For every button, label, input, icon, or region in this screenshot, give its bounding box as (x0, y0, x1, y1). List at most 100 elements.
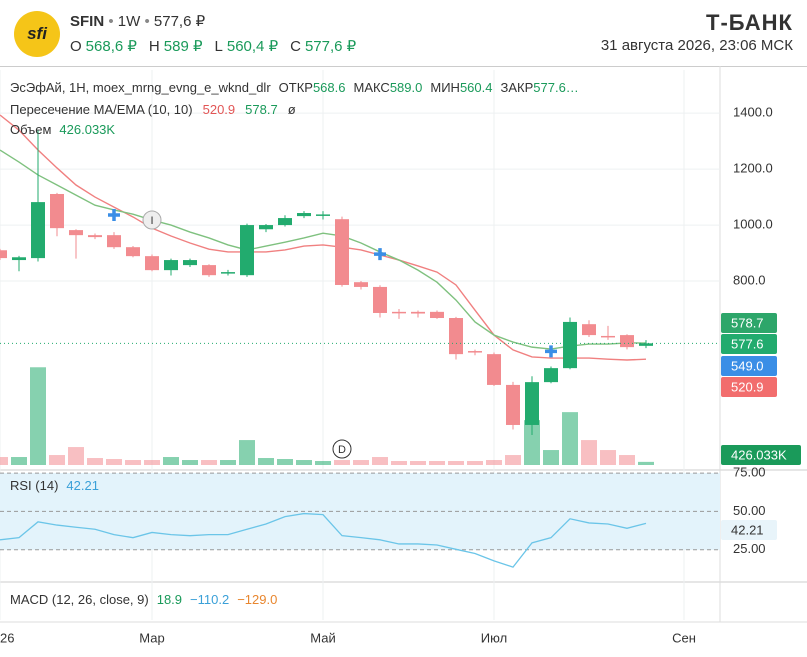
x-tick-label: Май (310, 630, 335, 645)
candle-body (601, 335, 615, 338)
volume-bar (638, 461, 654, 465)
candle-body (145, 256, 159, 271)
legend-item: МАКС (354, 80, 390, 95)
legend-item: Пересечение MA/EMA (10, 10) (10, 102, 193, 117)
candle-body (31, 202, 45, 259)
legend-row: MACD (12, 26, close, 9) 18.9 −110.2 −129.0 (10, 592, 277, 607)
volume-bar (372, 457, 388, 465)
volume-bar (619, 455, 635, 465)
ema-value-box (721, 377, 777, 397)
signal-value: 549.0 (731, 358, 764, 373)
y-tick-label: 800.0 (733, 272, 766, 287)
legend-item: 426.033K (59, 122, 115, 137)
event-marker (332, 439, 352, 459)
candle-body (316, 214, 330, 216)
candle-body (164, 260, 178, 271)
ohlc-value: 589 ₽ (163, 38, 203, 55)
volume-bar (239, 440, 255, 465)
ma-value: 578.7 (731, 315, 764, 330)
volume-bar (296, 460, 312, 465)
candle-body (278, 218, 292, 226)
candle-body (0, 250, 7, 259)
legend-item: ОТКР (279, 80, 313, 95)
legend-item: 42.21 (66, 478, 99, 493)
title-row: SFIN • 1W • 577,6 ₽ (70, 13, 206, 30)
candle-body (620, 335, 634, 348)
candle-body (430, 311, 444, 319)
candle-body (392, 311, 406, 314)
last-price: 577.6 (731, 336, 764, 351)
volume-bar (277, 459, 293, 465)
signal-marker (108, 208, 120, 221)
volume-bar (125, 460, 141, 465)
y-tick-label: 75.00 (733, 465, 766, 480)
volume-bar (0, 457, 8, 465)
x-tick-label: Июл (481, 630, 507, 645)
legend-row: RSI (14) 42.21 (10, 478, 99, 493)
volume-bar (49, 455, 65, 465)
legend-row: Пересечение MA/EMA (10, 10) 520.9 578.7 ø (10, 102, 296, 117)
ma-line (0, 114, 647, 361)
candle-body (354, 282, 368, 287)
event-label: I (150, 215, 153, 227)
candle-body (126, 247, 140, 257)
volume-bar (486, 460, 502, 465)
candle-body (202, 265, 216, 276)
volume-bar (87, 458, 103, 465)
volume-bar (163, 457, 179, 465)
volume-bar (505, 455, 521, 465)
candle-body (69, 230, 83, 236)
volume-bar (448, 461, 464, 465)
volume-bar (429, 461, 445, 465)
ohlc-label: L (214, 38, 223, 55)
volume-bar (353, 460, 369, 465)
legend-item: 560.4 (460, 80, 493, 95)
candle-body (88, 235, 102, 238)
ohlc-value: 577,6 ₽ (304, 38, 357, 55)
legend-item: RSI (14) (10, 478, 58, 493)
candle-body (221, 272, 235, 274)
candle-body (582, 324, 596, 336)
legend-row: ЭсЭфАй, 1H, moex_mrng_evng_e_wknd_dlr ОТК… (10, 80, 579, 95)
legend-row: Объем 426.033K (10, 122, 115, 137)
legend-item: −110.2 (190, 592, 229, 607)
x-tick-label: Мар (139, 630, 164, 645)
volume-bar (11, 457, 27, 465)
interval: 1W (117, 13, 141, 30)
signal-marker (545, 345, 557, 358)
x-tick-label: Сен (672, 630, 696, 645)
legend-item: −129.0 (237, 592, 277, 607)
volume-bar (30, 367, 46, 465)
volume-bar (600, 450, 616, 465)
candle-body (449, 318, 463, 355)
x-tick-label: 26 (0, 630, 14, 645)
candle-body (525, 382, 539, 425)
volume-bar (562, 412, 578, 465)
legend-item: MACD (12, 26, close, 9) (10, 592, 149, 607)
volume-bar (410, 461, 426, 465)
legend-item: ЭсЭфАй, 1H, moex_mrng_evng_e_wknd_dlr (10, 80, 271, 95)
volume-bar (258, 458, 274, 465)
legend-item: МИН (430, 80, 460, 95)
volume-bar (182, 460, 198, 465)
legend-item: ЗАКР (500, 80, 533, 95)
y-tick-label: 1000.0 (733, 217, 773, 232)
volume-bar (201, 460, 217, 465)
ma-line (0, 149, 647, 350)
legend-item: 18.9 (157, 592, 182, 607)
logo: sfi (14, 11, 60, 57)
candle-body (183, 260, 197, 266)
volume-bar (524, 420, 540, 465)
candle-body (297, 213, 311, 217)
candle-body (487, 354, 501, 385)
volume-bar (220, 460, 236, 465)
candle-body (335, 219, 349, 285)
ema-value: 520.9 (731, 379, 764, 394)
candle-body (544, 368, 558, 383)
y-tick-label: 1200.0 (733, 161, 773, 176)
legend-item: 589.0 (390, 80, 423, 95)
legend-item: 568.6 (313, 80, 346, 95)
rsi-value-box (721, 520, 777, 540)
